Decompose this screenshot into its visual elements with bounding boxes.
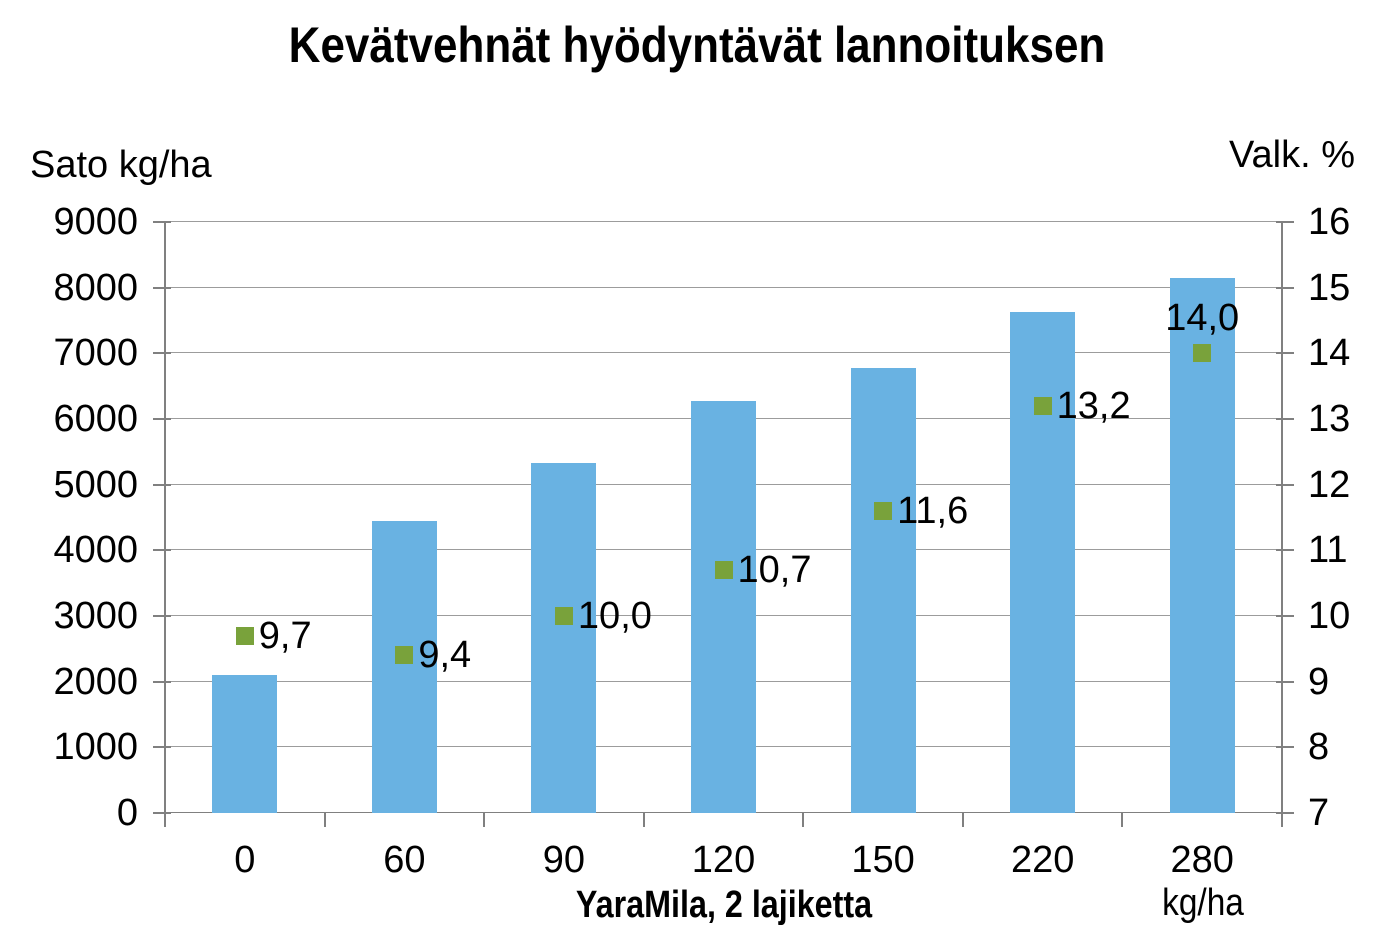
y-axis-left-tick-mark [153,418,171,420]
y-axis-left-tick-mark [153,680,171,683]
y-axis-right-tick-label: 15 [1308,266,1351,309]
y-axis-right-tick-label: 11 [1308,529,1348,572]
y-axis-left-tick-mark [153,615,171,617]
protein-point-label: 14,0 [1165,297,1240,340]
x-axis-tick-label: 220 [1010,839,1075,881]
y-axis-left-tick-label: 0 [116,792,138,834]
x-axis-tick-mark [802,813,805,827]
y-axis-right-tick-label: 10 [1308,595,1351,637]
y-axis-right-tick-label: 12 [1308,463,1351,506]
y-axis-left-tick-mark [153,483,171,486]
y-axis-right-tick-mark [1276,418,1294,420]
x-axis-tick-label: 150 [851,839,915,881]
bar [212,675,278,813]
chart-title: Kevätvehnät hyödyntävät lannoituksen [288,17,1106,73]
gridline [165,221,1282,222]
y-axis-left-tick-label: 3000 [53,595,138,637]
y-axis-right-tick-mark [1276,483,1294,486]
protein-point-label: 9,7 [258,614,312,657]
protein-marker [1193,344,1212,363]
y-axis-right-tick-mark [1276,549,1294,552]
protein-marker [874,501,893,520]
x-axis-tick-label: 90 [542,839,586,881]
y-axis-left-tick-mark [153,352,171,355]
y-axis-left-tick-mark [153,549,171,552]
x-axis-title: YaraMila, 2 lajiketta [575,884,873,926]
x-axis-tick-mark [483,813,486,827]
right-axis-title: Valk. % [1228,134,1355,176]
protein-marker [554,607,573,625]
y-axis-right-tick-mark [1276,746,1294,749]
protein-point-label: 9,4 [418,634,472,677]
protein-point-label: 10,7 [737,549,812,592]
gridline [165,286,1282,288]
gridline [165,352,1282,354]
y-axis-left-tick-label: 4000 [53,529,138,572]
y-axis-right-tick-mark [1276,221,1294,223]
y-axis-right-tick-label: 8 [1308,726,1330,769]
y-axis-line-right [1281,222,1283,827]
protein-marker [395,646,414,665]
bar [1010,311,1076,813]
y-axis-right-tick-label: 14 [1308,332,1351,375]
protein-marker [1033,396,1052,415]
y-axis-left-tick-mark [153,812,171,814]
bar [531,462,597,813]
y-axis-right-tick-mark [1276,680,1294,683]
y-axis-left-tick-mark [153,746,171,749]
y-axis-left-tick-label: 8000 [53,266,138,309]
y-axis-left-tick-mark [153,286,171,289]
y-axis-left-tick-label: 7000 [53,332,138,375]
y-axis-right-tick-label: 7 [1308,792,1330,834]
y-axis-right-tick-mark [1276,286,1294,289]
y-axis-right-tick-label: 16 [1308,201,1351,243]
y-axis-left-tick-label: 2000 [53,660,138,703]
y-axis-left-tick-label: 6000 [53,398,138,440]
x-axis-tick-label: 60 [383,839,426,881]
left-axis-title: Sato kg/ha [30,144,212,186]
y-axis-right-tick-label: 13 [1308,398,1351,440]
x-axis-tick-mark [164,813,166,827]
y-axis-left-tick-label: 5000 [53,463,138,506]
x-axis-tick-mark [642,813,645,827]
x-axis-tick-mark [961,813,964,827]
protein-marker [235,626,254,645]
x-axis-tick-mark [1281,813,1283,827]
x-axis-tick-label: 280 [1170,839,1234,881]
y-axis-line-left [164,222,166,827]
protein-point-label: 10,0 [577,595,652,637]
y-axis-left-tick-label: 9000 [53,201,138,243]
y-axis-right-tick-mark [1276,352,1294,355]
x-axis-tick-label: 0 [234,839,256,881]
protein-point-label: 11,6 [897,489,969,532]
y-axis-right-tick-mark [1276,615,1294,617]
x-axis-tick-mark [323,813,326,827]
x-axis-tick-mark [1121,813,1124,827]
x-axis-tick-label: 120 [691,839,756,881]
x-axis-unit-label: kg/ha [1162,882,1244,924]
bar [371,520,437,813]
bar [850,367,916,813]
y-axis-right-tick-mark [1276,812,1294,814]
bar [1169,278,1235,813]
protein-point-label: 13,2 [1056,384,1131,427]
y-axis-left-tick-mark [153,221,171,223]
y-axis-right-tick-label: 9 [1308,660,1330,703]
y-axis-left-tick-label: 1000 [53,726,138,769]
protein-marker [714,561,733,580]
bar [691,401,756,813]
